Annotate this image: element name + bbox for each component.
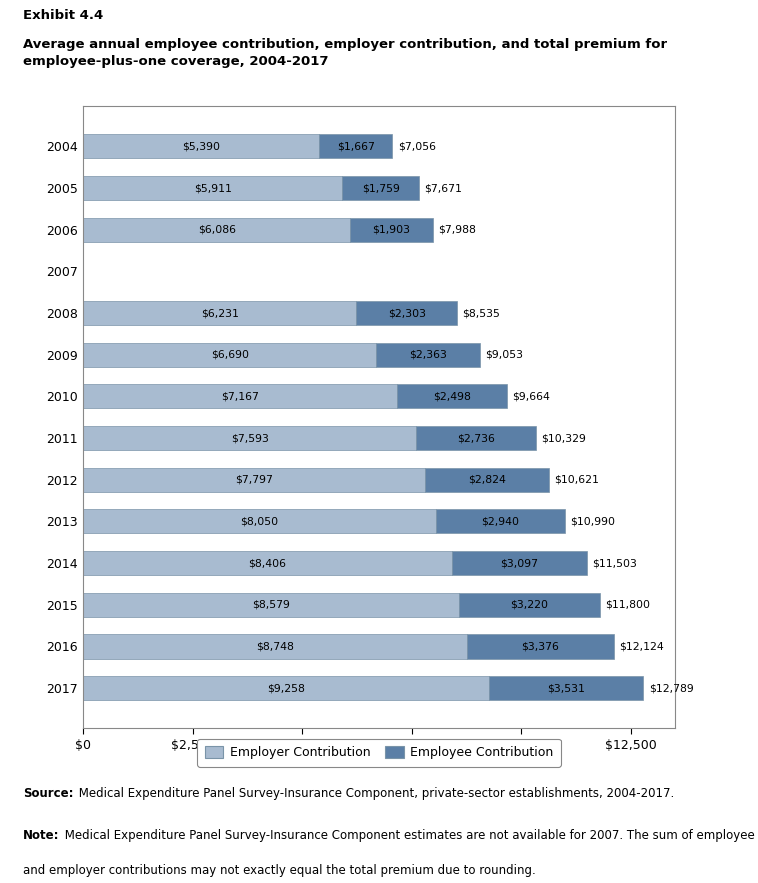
Text: $11,503: $11,503 — [593, 558, 637, 568]
Text: $7,797: $7,797 — [235, 475, 273, 485]
Bar — [83, 676, 489, 700]
Bar — [466, 634, 614, 659]
Text: and employer contributions may not exactly equal the total premium due to roundi: and employer contributions may not exact… — [23, 864, 535, 877]
Bar — [319, 134, 393, 158]
Text: $12,789: $12,789 — [649, 683, 694, 693]
Text: Note:: Note: — [23, 829, 59, 841]
Text: $6,086: $6,086 — [198, 224, 236, 235]
Text: $7,056: $7,056 — [398, 141, 436, 151]
Bar — [83, 176, 343, 200]
Text: $2,824: $2,824 — [468, 475, 506, 485]
Text: $2,940: $2,940 — [481, 517, 519, 526]
Text: $11,800: $11,800 — [606, 600, 650, 610]
Text: $3,220: $3,220 — [511, 600, 549, 610]
Bar — [377, 343, 480, 366]
Text: $8,579: $8,579 — [252, 600, 290, 610]
Bar — [436, 509, 565, 533]
Text: $7,167: $7,167 — [221, 391, 259, 402]
Bar — [83, 343, 377, 366]
Text: $1,667: $1,667 — [337, 141, 375, 151]
Text: $8,748: $8,748 — [256, 641, 294, 652]
Bar — [424, 468, 549, 492]
Text: $10,621: $10,621 — [554, 475, 599, 485]
Bar — [416, 426, 536, 450]
Text: $7,593: $7,593 — [230, 433, 268, 443]
Bar — [83, 301, 356, 325]
Text: $2,498: $2,498 — [433, 391, 471, 402]
Bar — [356, 301, 457, 325]
Text: $5,390: $5,390 — [183, 141, 221, 151]
Text: $1,903: $1,903 — [373, 224, 411, 235]
Bar — [83, 384, 397, 409]
Bar — [83, 468, 424, 492]
Text: $3,097: $3,097 — [500, 558, 538, 568]
Text: $12,124: $12,124 — [619, 641, 664, 652]
Bar — [83, 551, 452, 575]
Text: $8,535: $8,535 — [462, 308, 500, 318]
Text: $8,406: $8,406 — [249, 558, 287, 568]
Text: $9,053: $9,053 — [485, 350, 523, 359]
Text: Medical Expenditure Panel Survey-Insurance Component estimates are not available: Medical Expenditure Panel Survey-Insuran… — [61, 829, 755, 841]
Text: $7,988: $7,988 — [439, 224, 476, 235]
Bar — [83, 134, 319, 158]
Text: $7,671: $7,671 — [424, 183, 462, 193]
Text: $2,736: $2,736 — [457, 433, 495, 443]
Text: $9,258: $9,258 — [267, 683, 305, 693]
Text: $3,531: $3,531 — [547, 683, 585, 693]
Bar — [83, 217, 350, 242]
Text: Medical Expenditure Panel Survey-Insurance Component, private-sector establishme: Medical Expenditure Panel Survey-Insuran… — [74, 787, 674, 800]
Text: $3,376: $3,376 — [522, 641, 559, 652]
Text: $2,363: $2,363 — [409, 350, 447, 359]
Bar — [83, 634, 466, 659]
Bar — [83, 592, 459, 617]
Bar — [459, 592, 600, 617]
Bar — [489, 676, 644, 700]
Text: Average annual employee contribution, employer contribution, and total premium f: Average annual employee contribution, em… — [23, 38, 667, 68]
Text: $8,050: $8,050 — [240, 517, 279, 526]
Text: Source:: Source: — [23, 787, 74, 800]
Text: $10,329: $10,329 — [541, 433, 586, 443]
Bar — [350, 217, 434, 242]
Text: $9,664: $9,664 — [512, 391, 550, 402]
Bar — [397, 384, 506, 409]
Bar — [83, 509, 436, 533]
Bar — [83, 426, 416, 450]
Text: $10,990: $10,990 — [570, 517, 615, 526]
Bar — [452, 551, 587, 575]
Legend: Employer Contribution, Employee Contribution: Employer Contribution, Employee Contribu… — [197, 739, 561, 766]
Text: $6,231: $6,231 — [201, 308, 239, 318]
Text: $5,911: $5,911 — [194, 183, 232, 193]
Bar — [343, 176, 419, 200]
Text: $2,303: $2,303 — [387, 308, 426, 318]
Text: $6,690: $6,690 — [211, 350, 249, 359]
Text: $1,759: $1,759 — [362, 183, 399, 193]
Text: Exhibit 4.4: Exhibit 4.4 — [23, 9, 103, 22]
